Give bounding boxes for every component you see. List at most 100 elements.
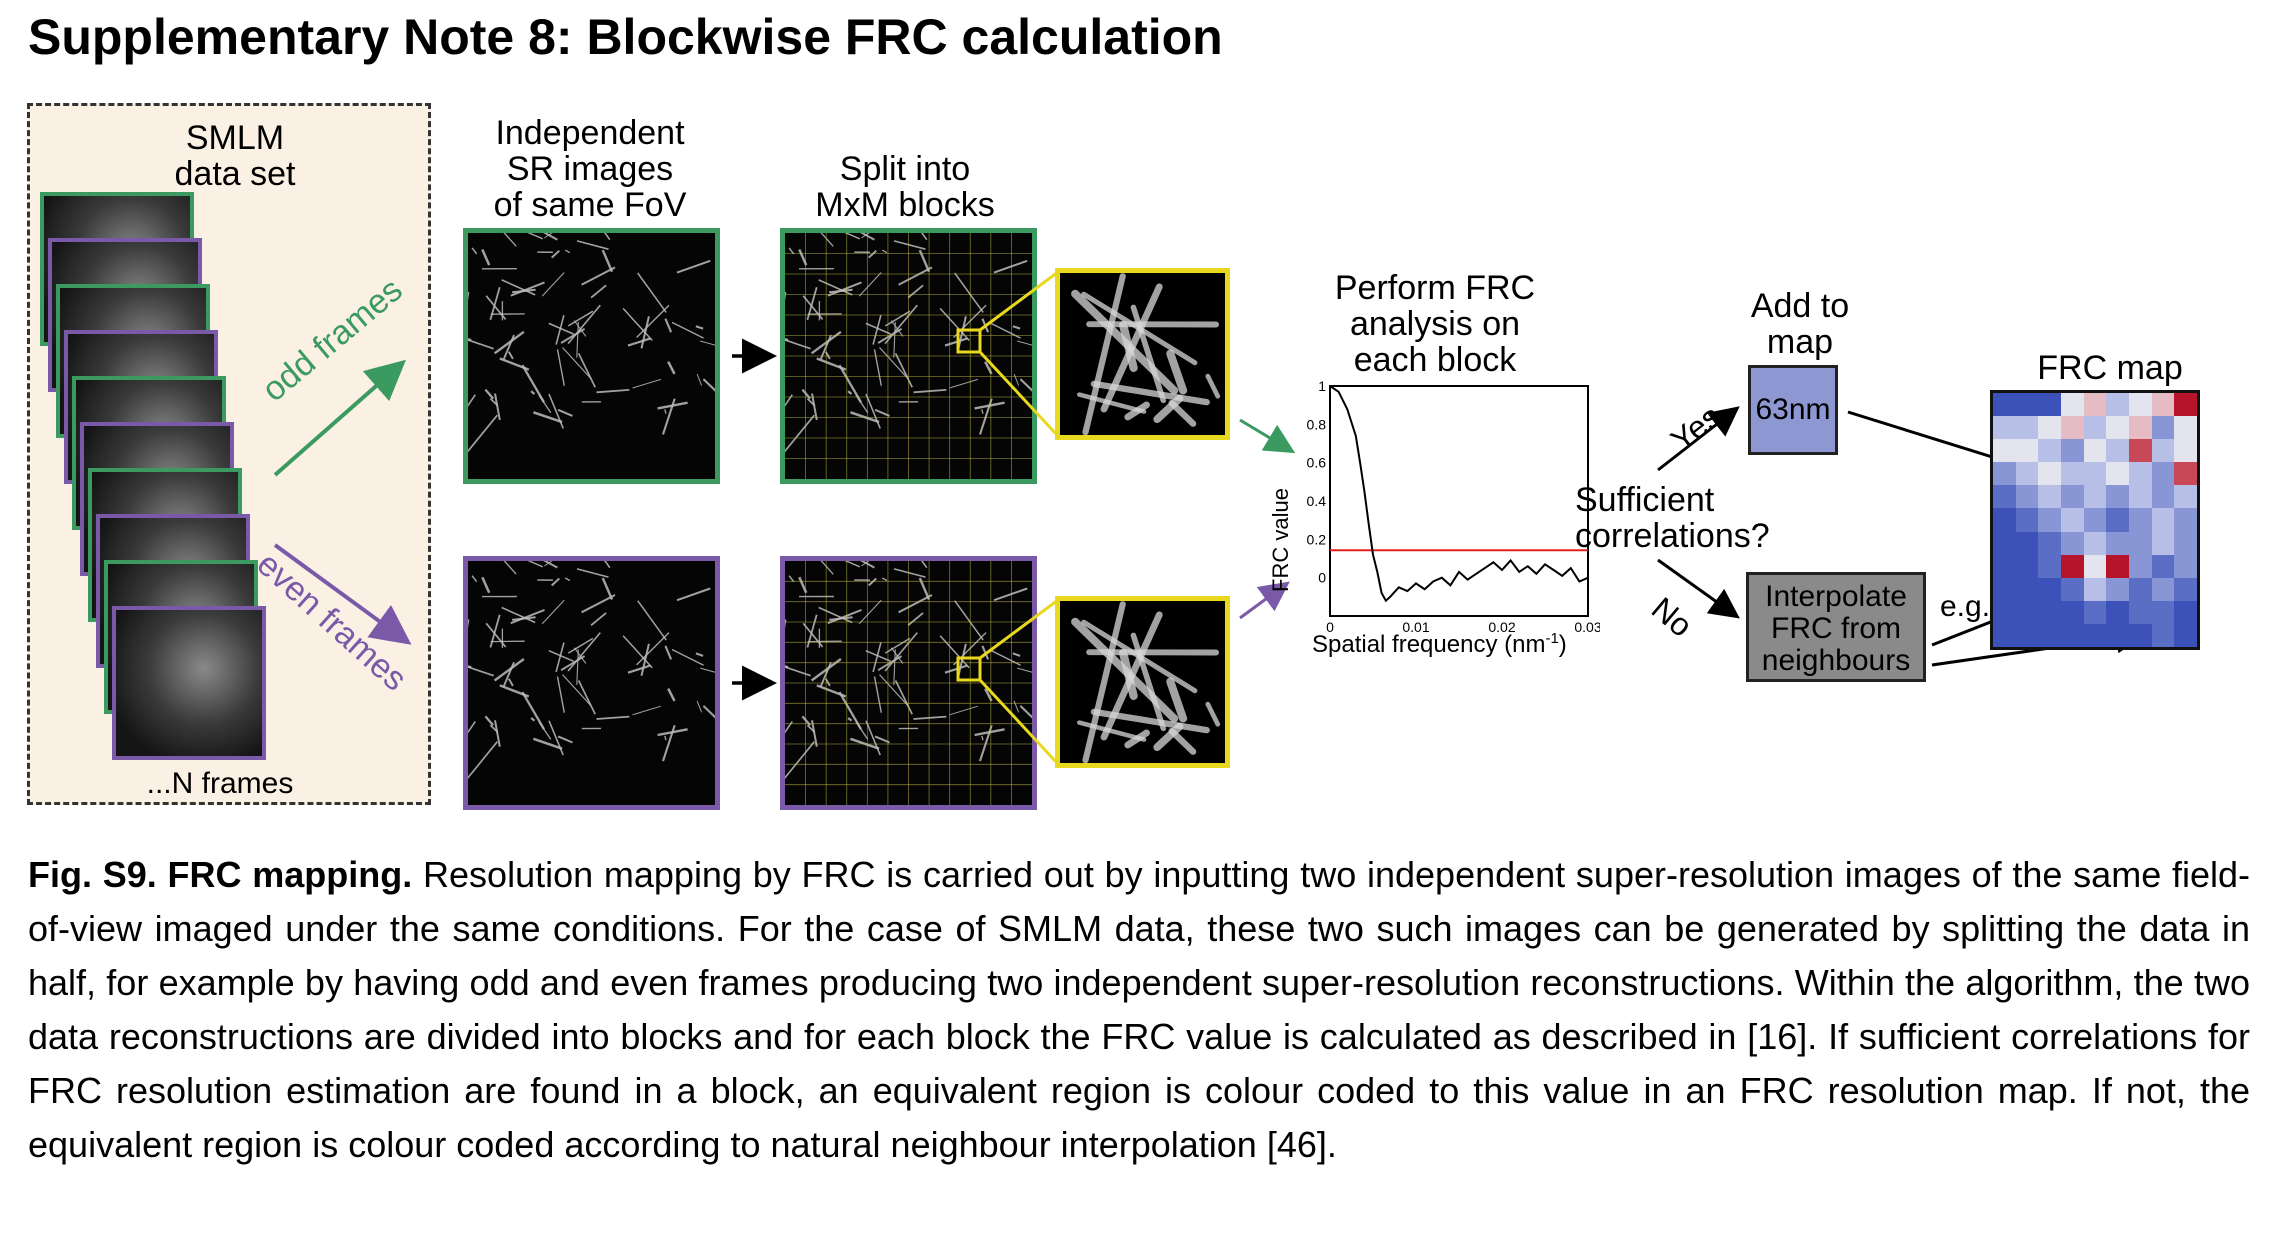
y-tick-label: 0 xyxy=(1318,570,1326,586)
even-arrow xyxy=(273,543,412,645)
frc-map xyxy=(1990,390,2200,650)
frc-map-cell xyxy=(1993,439,2016,463)
frc-map-cell xyxy=(2060,531,2084,555)
frc-map-cell xyxy=(2060,485,2084,509)
frc-map-cell xyxy=(2060,393,2084,417)
frc-map-cell xyxy=(2083,393,2107,417)
block-highlight-even xyxy=(956,656,982,682)
frc-map-cell xyxy=(2106,462,2129,486)
y-tick-label: 1 xyxy=(1318,380,1326,394)
frc-map-cell xyxy=(2106,508,2129,532)
frc-chart: 0 0.01 0.02 0.03 0 0.2 0.4 0.6 0.8 1 FRC value xyxy=(1270,380,1600,635)
frc-map-cell xyxy=(2151,554,2175,578)
frc-map-cell xyxy=(2106,623,2129,647)
frc-map-cell xyxy=(2128,462,2152,486)
frc-map-cell xyxy=(2060,439,2084,463)
frc-map-cell xyxy=(2174,508,2197,532)
frc-map-cell xyxy=(2038,531,2061,555)
frc-map-cell xyxy=(2128,508,2152,532)
microscopy-grid-texture xyxy=(785,561,1032,805)
x-tick-label: 0.02 xyxy=(1488,619,1515,635)
perform-line1: Perform FRC xyxy=(1334,269,1536,307)
frc-map-cell xyxy=(2106,393,2129,417)
frc-map-cell xyxy=(2128,554,2152,578)
frc-map-cell xyxy=(2128,439,2152,463)
frc-map-cell xyxy=(2038,600,2061,624)
frame-thumbnail xyxy=(112,606,266,760)
frc-map-cell xyxy=(2015,393,2039,417)
x-tick-label: 0 xyxy=(1326,619,1334,635)
interp-line3: neighbours xyxy=(1761,644,1911,677)
frc-map-cell xyxy=(2128,485,2152,509)
zoom-block-odd xyxy=(1055,268,1230,440)
frc-map-cell xyxy=(2151,600,2175,624)
block-highlight-odd xyxy=(956,328,982,354)
frc-map-cell xyxy=(2151,485,2175,509)
caption-label: Fig. S9. FRC mapping. xyxy=(28,854,413,895)
x-tick-label: 0.01 xyxy=(1402,619,1429,635)
eg-label: e.g. xyxy=(1940,590,1991,623)
frc-map-cell xyxy=(2015,531,2039,555)
frc-map-cell xyxy=(2083,623,2107,647)
frc-map-cell xyxy=(2151,508,2175,532)
frc-map-cell xyxy=(2083,508,2107,532)
frc-map-cell xyxy=(2106,600,2129,624)
frc-map-cell xyxy=(2015,485,2039,509)
zoom-texture xyxy=(1071,601,1221,763)
smlm-label-line1: SMLM xyxy=(185,119,285,157)
page-title: Supplementary Note 8: Blockwise FRC calc… xyxy=(28,9,1223,65)
frc-map-cell xyxy=(2060,600,2084,624)
frc-map-cell xyxy=(1993,485,2016,509)
frc-map-cell xyxy=(2015,416,2039,440)
perform-line3: each block xyxy=(1353,341,1517,379)
x-axis-label: Spatial frequency (nm-1) xyxy=(1312,630,1567,658)
split-line2: MxM blocks xyxy=(815,186,995,224)
interp-line2: FRC from xyxy=(1771,612,1901,645)
frc-map-cell xyxy=(1993,577,2016,601)
frc-map-cell xyxy=(2083,485,2107,509)
frc-map-cell xyxy=(2060,462,2084,486)
y-tick-label: 0.4 xyxy=(1307,493,1327,509)
frc-map-cell xyxy=(2060,554,2084,578)
frc-map-cell xyxy=(2151,393,2175,417)
n-frames-label: ...N frames xyxy=(146,767,294,800)
frc-map-cell xyxy=(2174,393,2197,417)
frc-map-cell xyxy=(2038,462,2061,486)
frc-map-cell xyxy=(2174,600,2197,624)
caption-text: Resolution mapping by FRC is carried out… xyxy=(28,854,2250,1165)
y-axis-label: FRC value xyxy=(1270,488,1293,592)
microscopy-grid-texture xyxy=(785,233,1032,479)
frc-map-cell xyxy=(2038,416,2061,440)
interpolate-box: Interpolate FRC from neighbours xyxy=(1746,572,1926,682)
zoom-block-even xyxy=(1055,596,1230,768)
sufficient-line2: correlations? xyxy=(1575,517,1770,555)
block-image-odd xyxy=(780,228,1037,484)
frc-map-cell xyxy=(2083,439,2107,463)
frc-map-cell xyxy=(2038,623,2061,647)
odd-arrow xyxy=(273,359,407,477)
split-line1: Split into xyxy=(839,150,971,188)
frc-map-cell xyxy=(2128,531,2152,555)
frc-map-cell xyxy=(2038,485,2061,509)
frc-map-cell xyxy=(2128,393,2152,417)
frc-map-cell xyxy=(2151,577,2175,601)
sr-image-odd xyxy=(463,228,720,484)
figure-caption: Fig. S9. FRC mapping. Resolution mapping… xyxy=(28,848,2250,1172)
smlm-label-line2: data set xyxy=(174,155,296,193)
frc-map-cell xyxy=(2128,416,2152,440)
frc-map-cell xyxy=(2083,600,2107,624)
frc-map-cell xyxy=(2083,577,2107,601)
frc-map-cell xyxy=(2038,393,2061,417)
frc-map-cell xyxy=(2038,439,2061,463)
independent-line2: SR images xyxy=(506,150,674,188)
frc-map-cell xyxy=(2151,623,2175,647)
frc-map-cell xyxy=(2128,577,2152,601)
frc-map-cell xyxy=(2174,439,2197,463)
microscopy-texture xyxy=(468,233,715,453)
frc-map-cell xyxy=(1993,393,2016,417)
frc-map-cell xyxy=(1993,416,2016,440)
y-tick-label: 0.2 xyxy=(1307,531,1327,547)
frc-map-cell xyxy=(2083,462,2107,486)
frc-map-cell xyxy=(2106,554,2129,578)
frc-map-cell xyxy=(2083,531,2107,555)
